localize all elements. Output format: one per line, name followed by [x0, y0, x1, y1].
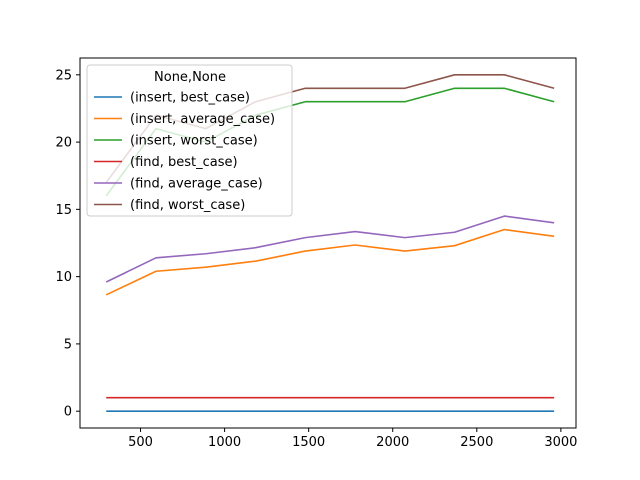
series-line-1 [105, 228, 555, 296]
series-line-4 [105, 215, 555, 283]
y-axis: 0 5 10 15 20 25 [55, 68, 80, 420]
plot-frame [79, 57, 577, 429]
legend-label-3: (find, best_case) [130, 155, 238, 170]
x-tick-label: 1000 [208, 435, 241, 450]
y-tick-label: 25 [55, 68, 72, 83]
x-tick-label: 1500 [292, 435, 325, 450]
legend-label-1: (insert, average_case) [130, 112, 275, 127]
legend-label-4: (find, average_case) [130, 177, 263, 192]
legend-box [86, 64, 293, 217]
legend-label-5: (find, worst_case) [130, 198, 245, 213]
legend-label-2: (insert, worst_case) [130, 134, 258, 149]
x-tick-label: 3000 [544, 435, 577, 450]
y-tick-label: 15 [55, 203, 72, 218]
legend-label-0: (insert, best_case) [130, 91, 250, 106]
legend-title: None,None [154, 70, 226, 85]
legend-entries: (insert, best_case) (insert, average_case… [94, 91, 275, 213]
y-tick-label: 20 [55, 136, 72, 151]
y-tick-label: 5 [64, 337, 72, 352]
y-tick-label: 10 [55, 270, 72, 285]
x-tick-label: 2000 [376, 435, 409, 450]
x-tick-label: 2500 [460, 435, 493, 450]
legend: None,None (insert, best_case) (insert, av… [86, 64, 293, 217]
x-tick-label: 500 [128, 435, 153, 450]
y-tick-label: 0 [64, 405, 72, 420]
x-axis: 500 1000 1500 2000 2500 3000 [128, 428, 577, 450]
